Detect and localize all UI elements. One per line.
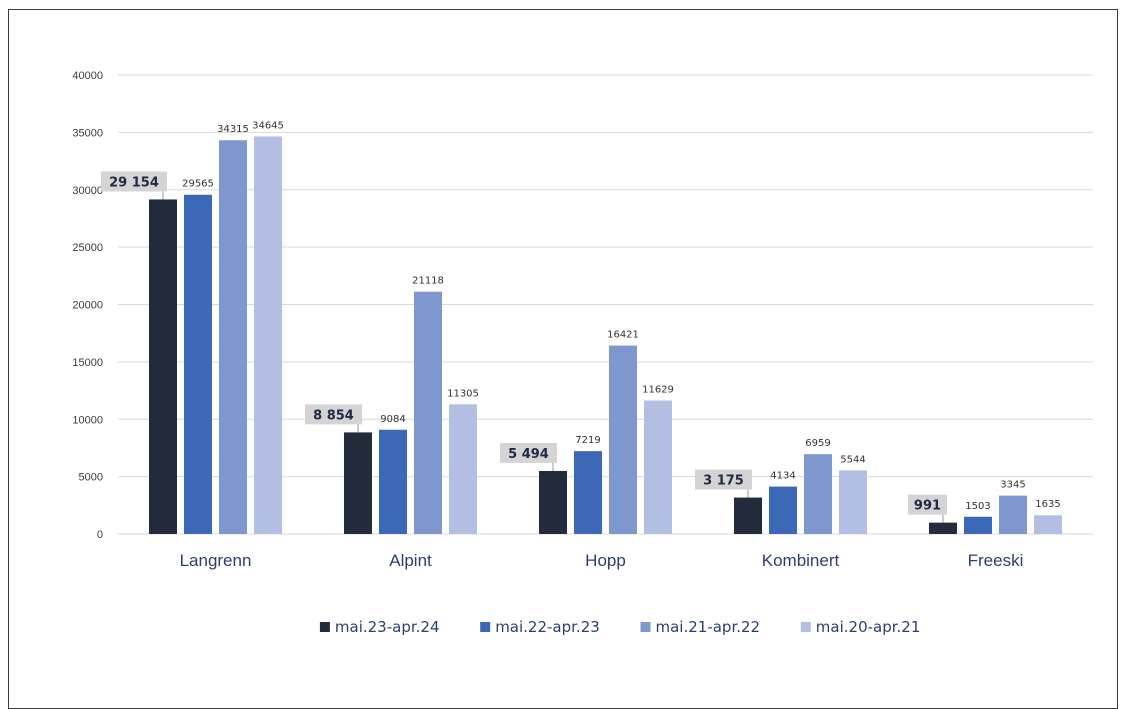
data-label-box <box>101 171 167 192</box>
bar <box>609 345 637 534</box>
bar <box>574 451 602 534</box>
bar <box>644 400 672 534</box>
y-tick-label: 5000 <box>79 472 103 484</box>
data-label: 16421 <box>607 330 639 341</box>
data-label: 1635 <box>1035 499 1060 510</box>
x-category-label: Alpint <box>389 551 432 570</box>
bar <box>964 516 992 534</box>
legend-swatch <box>800 622 811 632</box>
data-label: 9084 <box>380 414 405 425</box>
bar <box>734 497 762 534</box>
legend-label: mai.23-apr.24 <box>335 618 440 636</box>
x-category-label: Freeski <box>968 551 1024 570</box>
data-labels: 29 154 29565 34315 34645 8 854 9084 21118 11305… <box>101 120 1061 523</box>
legend-swatch <box>480 622 491 632</box>
bar <box>769 486 797 534</box>
x-category-label: Hopp <box>585 551 626 570</box>
bar-chart: 0 5000 10000 15000 20000 25000 30000 35000 40000… <box>72 70 1093 636</box>
bar <box>999 495 1027 534</box>
data-label: 11629 <box>642 385 674 396</box>
data-label: 34315 <box>217 124 249 135</box>
data-label: 7219 <box>575 435 600 446</box>
y-tick-label: 30000 <box>72 185 103 197</box>
data-label: 29565 <box>182 179 214 190</box>
x-axis: Langrenn Alpint Hopp Kombinert Freeski <box>180 551 1024 570</box>
bar <box>449 404 477 534</box>
bar <box>184 194 212 534</box>
bar <box>539 470 567 534</box>
legend-swatch <box>640 622 651 632</box>
data-label-box <box>908 494 947 515</box>
bar <box>929 522 957 534</box>
bar <box>149 199 177 534</box>
data-label: 29 154 <box>109 175 159 190</box>
data-label: 3 175 <box>703 474 744 489</box>
data-label: 1503 <box>965 501 990 512</box>
legend-label: mai.22-apr.23 <box>495 618 600 636</box>
data-label: 5 494 <box>508 447 549 462</box>
legend: mai.23-apr.24 mai.22-apr.23 mai.21-apr.22 m… <box>319 618 921 636</box>
legend-swatch <box>319 622 330 632</box>
y-tick-label: 10000 <box>72 414 103 426</box>
data-label: 8 854 <box>313 408 354 423</box>
bar <box>344 432 372 534</box>
bar <box>254 136 282 535</box>
bar <box>414 291 442 534</box>
bar <box>1034 515 1062 534</box>
data-label: 6959 <box>805 438 830 449</box>
y-axis: 0 5000 10000 15000 20000 25000 30000 35000 40000 <box>72 70 103 541</box>
y-tick-label: 40000 <box>72 70 103 82</box>
data-label: 3345 <box>1000 480 1025 491</box>
data-label: 11305 <box>447 388 479 399</box>
bar <box>379 429 407 534</box>
y-tick-label: 0 <box>97 529 103 541</box>
data-label: 5544 <box>840 454 865 465</box>
data-label: 34645 <box>252 120 284 131</box>
data-label: 21118 <box>412 276 444 287</box>
data-label: 991 <box>914 499 941 514</box>
y-tick-label: 35000 <box>72 127 103 139</box>
y-tick-label: 15000 <box>72 357 103 369</box>
y-tick-label: 25000 <box>72 242 103 254</box>
data-label-box <box>500 442 557 463</box>
bars <box>149 136 1062 535</box>
bar <box>804 454 832 534</box>
bar <box>219 140 247 534</box>
data-label: 4134 <box>770 471 795 482</box>
x-category-label: Langrenn <box>180 551 252 570</box>
x-category-label: Kombinert <box>762 551 840 570</box>
legend-label: mai.20-apr.21 <box>816 618 921 636</box>
y-tick-label: 20000 <box>72 300 103 312</box>
data-label-box <box>305 404 362 425</box>
data-label-box <box>695 469 752 490</box>
legend-label: mai.21-apr.22 <box>656 618 761 636</box>
bar <box>839 470 867 534</box>
